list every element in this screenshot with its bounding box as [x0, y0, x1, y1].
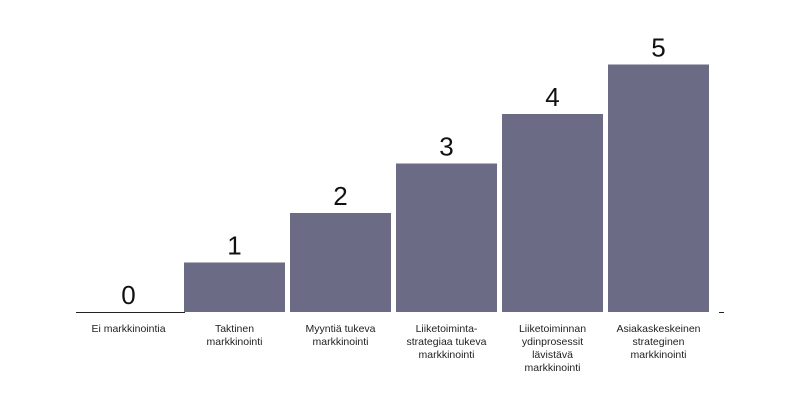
data-label-1: 1 — [227, 231, 241, 261]
category-label-4-line-2: lävistävä — [532, 349, 573, 361]
bar-1 — [184, 262, 285, 312]
category-label-2-line-0: Myyntiä tukeva — [305, 323, 375, 335]
data-label-3: 3 — [439, 132, 453, 162]
category-label-5: Asiakaskeskeinen strateginen markkinointi — [616, 323, 700, 361]
bar-4 — [502, 114, 603, 312]
bar-2 — [290, 213, 391, 312]
category-label-3: Liiketoiminta-strategiaa tukeva markkinoi… — [407, 323, 487, 361]
category-label-5-line-0: Asiakaskeskeinen — [616, 323, 700, 335]
category-label-5-line-1: strateginen — [633, 336, 685, 348]
category-label-1-line-0: Taktinen — [215, 323, 254, 335]
category-label-3-line-0: Liiketoiminta- — [416, 323, 478, 335]
category-label-4-line-0: Liiketoiminnan — [519, 323, 586, 335]
category-label-3-line-1: strategiaa tukeva — [407, 336, 487, 348]
data-label-4: 4 — [545, 82, 559, 112]
data-label-2: 2 — [333, 181, 347, 211]
category-label-2: Myyntiä tukeva markkinointi — [305, 323, 375, 348]
category-label-2-line-1: markkinointi — [312, 336, 368, 348]
bar-3 — [396, 163, 497, 312]
category-label-4: Liiketoiminnan ydinprosessit lävistävä mark… — [519, 323, 586, 374]
category-label-4-line-1: ydinprosessit — [522, 336, 583, 348]
category-label-4-line-3: markkinointi — [524, 362, 580, 374]
category-label-3-line-2: markkinointi — [418, 349, 474, 361]
category-label-5-line-2: markkinointi — [630, 349, 686, 361]
category-label-0: Ei markkinointia — [91, 323, 165, 335]
category-label-1: Taktinen markkinointi — [206, 323, 262, 348]
bar-5 — [608, 64, 709, 312]
category-label-0-line-0: Ei markkinointia — [91, 323, 165, 335]
data-label-0: 0 — [121, 280, 135, 310]
category-label-1-line-1: markkinointi — [206, 336, 262, 348]
data-label-5: 5 — [651, 33, 665, 63]
